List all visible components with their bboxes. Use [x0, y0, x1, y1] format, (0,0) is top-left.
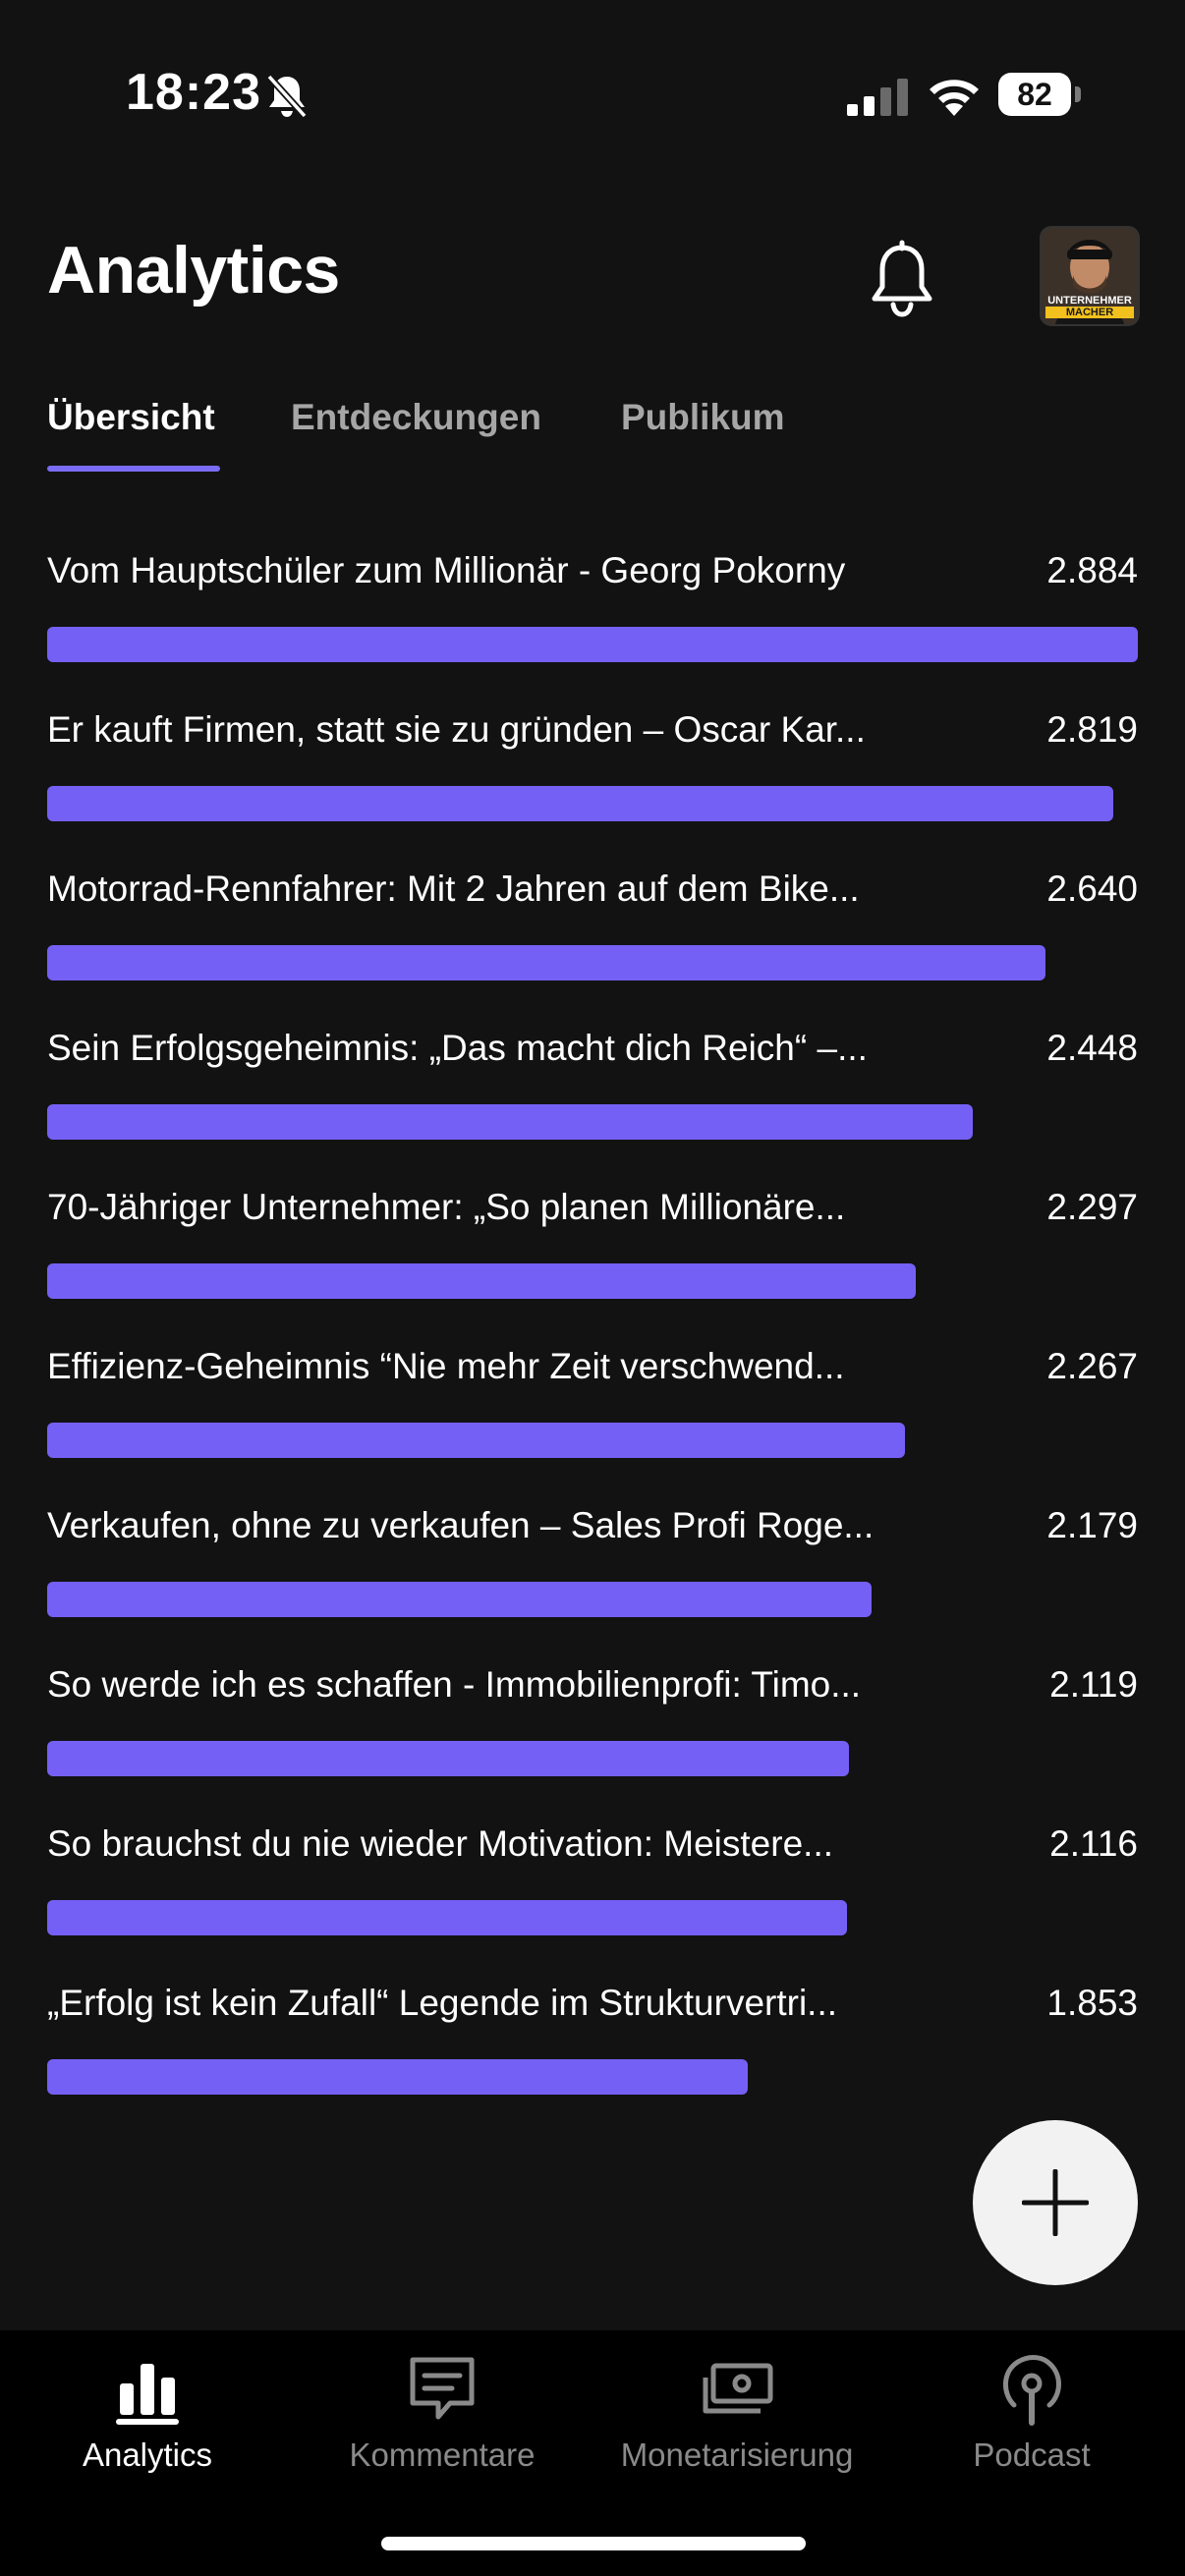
episode-value: 2.119 [1049, 1664, 1138, 1705]
episode-title: „Erfolg ist kein Zufall“ Legende im Stru… [47, 1983, 838, 2023]
episode-bar-track [47, 1741, 1138, 1776]
notification-bell-icon[interactable] [861, 240, 943, 322]
plus-icon [1022, 2169, 1089, 2236]
episode-bar [47, 627, 1138, 662]
page-title: Analytics [47, 233, 340, 308]
episode-bar [47, 786, 1113, 821]
episode-bar [47, 1900, 847, 1935]
episode-bar-track [47, 1104, 1138, 1140]
episode-title: Sein Erfolgsgeheimnis: „Das macht dich R… [47, 1028, 868, 1068]
status-bar: 18:23 82 [0, 0, 1185, 187]
episode-bar-track [47, 945, 1138, 980]
avatar-badge-line1: UNTERNEHMER [1047, 295, 1132, 307]
episode-bar [47, 1582, 872, 1617]
comment-icon [410, 2357, 475, 2420]
episode-row[interactable]: Effizienz-Geheimnis “Nie mehr Zeit versc… [47, 1346, 1138, 1505]
episode-bar-track [47, 2059, 1138, 2095]
episode-value: 2.179 [1046, 1505, 1138, 1545]
podcast-avatar[interactable]: UNTERNEHMER MACHER [1040, 226, 1140, 326]
episode-title: Vom Hauptschüler zum Millionär - Georg P… [47, 550, 846, 590]
episode-row[interactable]: „Erfolg ist kein Zufall“ Legende im Stru… [47, 1983, 1138, 2142]
episode-bar [47, 1104, 973, 1140]
episode-value: 2.297 [1046, 1187, 1138, 1227]
episode-bar-track [47, 1423, 1138, 1458]
nav-kommentare[interactable]: Kommentare [295, 2330, 590, 2488]
episode-bar-track [47, 627, 1138, 662]
episode-row[interactable]: Verkaufen, ohne zu verkaufen – Sales Pro… [47, 1505, 1138, 1664]
episode-row[interactable]: Er kauft Firmen, statt sie zu gründen – … [47, 709, 1138, 868]
episode-bar-track [47, 1263, 1138, 1299]
episode-title: 70-Jähriger Unternehmer: „So planen Mill… [47, 1187, 846, 1227]
wifi-icon [930, 80, 979, 116]
episode-row[interactable]: Vom Hauptschüler zum Millionär - Georg P… [47, 550, 1138, 709]
nav-analytics[interactable]: Analytics [0, 2330, 295, 2488]
episode-title: Verkaufen, ohne zu verkaufen – Sales Pro… [47, 1505, 875, 1545]
nav-label-kommentare: Kommentare [349, 2436, 536, 2473]
episode-bar [47, 2059, 748, 2095]
bottom-navigation: Analytics Kommentare Monetarisierung Pod… [0, 2330, 1185, 2576]
nav-podcast[interactable]: Podcast [884, 2330, 1179, 2488]
bar-chart-icon [116, 2364, 179, 2425]
nav-label-analytics: Analytics [82, 2436, 213, 2473]
episode-value: 2.640 [1046, 868, 1138, 909]
active-tab-indicator [47, 466, 220, 472]
episode-bar-track [47, 786, 1138, 821]
status-time: 18:23 [126, 64, 261, 121]
nav-label-monetarisierung: Monetarisierung [620, 2436, 854, 2473]
tab-entdeckungen[interactable]: Entdeckungen [291, 397, 541, 437]
nav-monetarisierung[interactable]: Monetarisierung [590, 2330, 884, 2488]
tab-uebersicht[interactable]: Übersicht [47, 397, 215, 437]
add-button[interactable] [973, 2120, 1138, 2285]
episode-bar [47, 1423, 905, 1458]
episode-title: Er kauft Firmen, statt sie zu gründen – … [47, 709, 866, 750]
episode-title: So brauchst du nie wieder Motivation: Me… [47, 1823, 833, 1864]
episode-value: 1.853 [1046, 1983, 1138, 2023]
episode-title: So werde ich es schaffen - Immobilienpro… [47, 1664, 862, 1705]
episode-row[interactable]: Sein Erfolgsgeheimnis: „Das macht dich R… [47, 1028, 1138, 1187]
signal-icon [847, 79, 908, 116]
episode-row[interactable]: 70-Jähriger Unternehmer: „So planen Mill… [47, 1187, 1138, 1346]
nav-label-podcast: Podcast [973, 2436, 1091, 2473]
battery-cap [1075, 86, 1081, 102]
podcast-icon [1003, 2355, 1061, 2426]
episode-row[interactable]: So werde ich es schaffen - Immobilienpro… [47, 1664, 1138, 1823]
episode-value: 2.884 [1046, 550, 1138, 590]
episode-value: 2.819 [1046, 709, 1138, 750]
bell-off-icon [266, 74, 308, 119]
home-indicator[interactable] [381, 2537, 806, 2550]
episode-bar [47, 1741, 849, 1776]
episode-row[interactable]: Motorrad-Rennfahrer: Mit 2 Jahren auf de… [47, 868, 1138, 1028]
episode-bar-track [47, 1900, 1138, 1935]
episode-bar [47, 945, 1045, 980]
episode-bar [47, 1263, 916, 1299]
tab-publikum[interactable]: Publikum [621, 397, 785, 437]
episode-value: 2.267 [1046, 1346, 1138, 1386]
episode-value: 2.116 [1049, 1823, 1138, 1864]
episode-value: 2.448 [1046, 1028, 1138, 1068]
battery-indicator: 82 [998, 73, 1081, 118]
episode-row[interactable]: So brauchst du nie wieder Motivation: Me… [47, 1823, 1138, 1983]
avatar-badge: UNTERNEHMER MACHER [1045, 295, 1134, 318]
episode-title: Motorrad-Rennfahrer: Mit 2 Jahren auf de… [47, 868, 860, 909]
episode-bar-track [47, 1582, 1138, 1617]
episode-title: Effizienz-Geheimnis “Nie mehr Zeit versc… [47, 1346, 845, 1386]
avatar-badge-line2: MACHER [1045, 307, 1134, 318]
battery-level: 82 [998, 73, 1071, 116]
money-icon [703, 2363, 773, 2414]
